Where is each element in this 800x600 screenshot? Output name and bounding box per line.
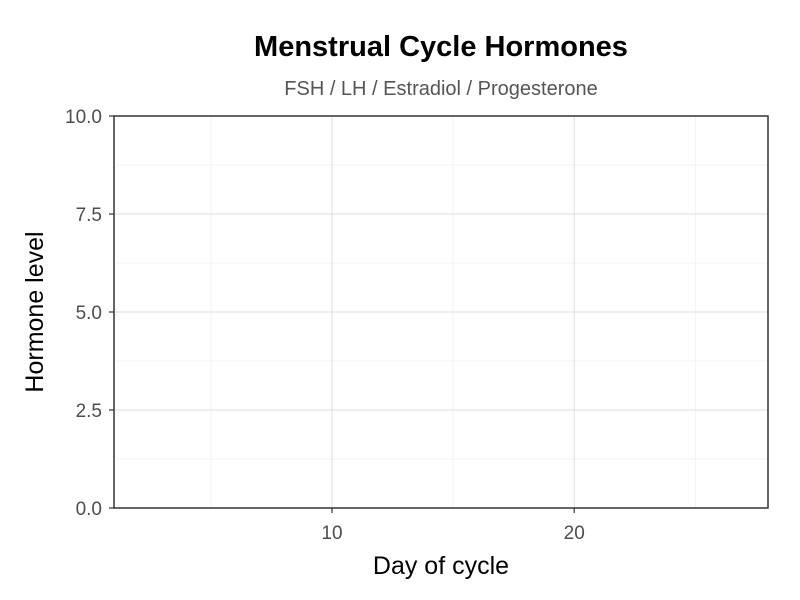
y-tick-label: 7.5 [76, 205, 102, 226]
major-gridlines [114, 116, 768, 508]
chart-subtitle: FSH / LH / Estradiol / Progesterone [284, 78, 597, 100]
x-axis-title: Day of cycle [373, 552, 509, 580]
y-tick-label: 0.0 [76, 499, 102, 520]
y-tick-label: 2.5 [76, 401, 102, 422]
x-tick-label: 20 [564, 523, 585, 544]
x-tick-label: 10 [321, 523, 342, 544]
y-tick-label: 5.0 [76, 303, 102, 324]
y-tick-label: 10.0 [65, 107, 102, 128]
chart-title: Menstrual Cycle Hormones [254, 31, 628, 63]
y-axis-title: Hormone level [21, 231, 49, 392]
x-axis: 10 20 [321, 508, 585, 544]
y-axis: 0.0 2.5 5.0 7.5 10.0 [65, 107, 114, 520]
plot-panel [113, 115, 769, 509]
